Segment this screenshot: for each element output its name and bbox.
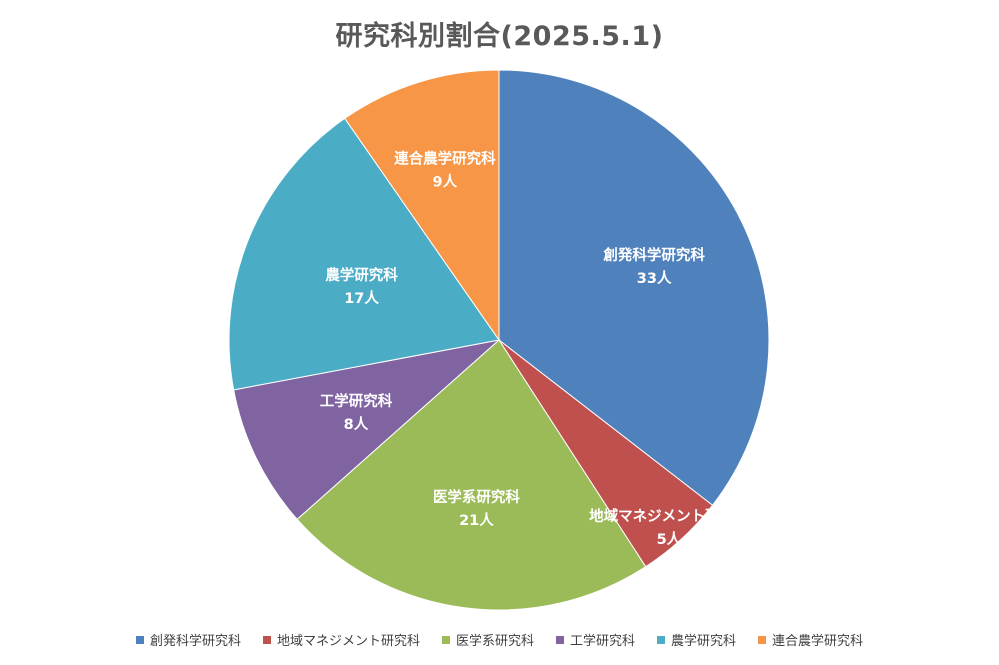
slice-category-label: 地域マネジメント研究科	[589, 507, 749, 525]
legend-label: 地域マネジメント研究科	[276, 634, 420, 649]
pie-slice	[233, 339, 501, 521]
pie-slice	[228, 117, 500, 391]
pie-slice	[296, 339, 647, 611]
legend-swatch	[262, 635, 271, 644]
legend-label: 創発科学研究科	[149, 634, 241, 649]
legend-entry: 創発科学研究科	[135, 630, 241, 649]
legend-entry: 工学研究科	[556, 630, 635, 649]
slice-value-label: 9人	[433, 173, 458, 190]
legend-entry: 地域マネジメント研究科	[262, 630, 420, 649]
slice-value-label: 33人	[637, 270, 672, 287]
legend-entry: 医学系研究科	[441, 630, 534, 649]
legend-swatch	[441, 635, 450, 644]
legend-swatch	[556, 635, 564, 644]
slice-value-label: 21人	[459, 512, 494, 529]
legend-label: 工学研究科	[570, 634, 636, 649]
legend-swatch	[135, 635, 144, 644]
chart-title: 研究科別割合(2025.5.1)	[335, 21, 664, 52]
pie-slice	[344, 69, 500, 342]
slice-category-label: 農学研究科	[325, 266, 398, 284]
legend-entry: 連合農学研究科	[758, 630, 863, 649]
legend: 創発科学研究科 地域マネジメント研究科 医学系研究科 工学研究科 農学研究科 連合農学研究…	[0, 630, 999, 649]
slice-category-label: 連合農学研究科	[394, 149, 496, 167]
legend-label: 連合農学研究科	[772, 634, 864, 649]
legend-label: 農学研究科	[671, 634, 737, 649]
legend-label: 医学系研究科	[455, 634, 534, 649]
pie-slice	[498, 69, 770, 506]
legend-entry: 農学研究科	[657, 630, 736, 649]
legend-swatch	[657, 635, 666, 644]
slice-category-label: 医学系研究科	[433, 488, 520, 506]
slice-value-label: 17人	[344, 290, 379, 307]
pie-slices	[228, 69, 770, 611]
legend-swatch	[758, 635, 767, 644]
slice-category-label: 工学研究科	[320, 392, 393, 410]
slice-value-label: 5人	[657, 531, 682, 548]
slice-category-label: 創発科学研究科	[602, 246, 705, 264]
slice-value-label: 8人	[344, 416, 369, 433]
